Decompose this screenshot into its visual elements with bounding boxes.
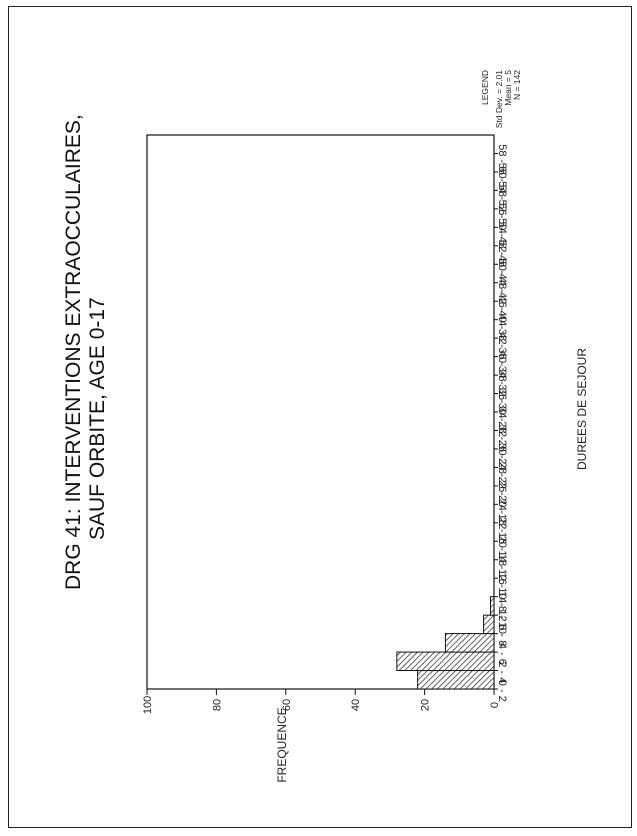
category-tick-label: 34 - 36 [496, 366, 508, 400]
category-tick-label: 26 - 28 [496, 440, 508, 474]
x-axis-label: DUREES DE SEJOUR [575, 348, 589, 470]
category-tick-label: 56 - 58 [496, 163, 508, 197]
y-axis-label: FREQUENCE [275, 707, 289, 782]
category-tick-label: 30 - 32 [496, 403, 508, 437]
legend-n: N = 142 [512, 70, 522, 100]
bar-6-8 [483, 614, 495, 635]
value-tick-label: 80 [211, 699, 223, 711]
category-tick-label: 52 - 54 [496, 200, 508, 234]
bar-2-4 [396, 651, 495, 672]
value-tick-label: 0 [489, 702, 501, 708]
plot-area: 0 20 40 60 80 100 0 - 22 - 44 - 66 - 88 - 1010… [142, 134, 508, 714]
chart-title-line2: SAUF ORBITE, AGE 0-17 [86, 297, 109, 540]
category-tick-label: 12 - 14 [496, 569, 508, 603]
chart-title-line1: DRG 41: INTERVENTIONS EXTRAOCCULAIRES, [62, 114, 85, 590]
category-tick-label: 48 - 50 [496, 237, 508, 271]
category-tick-label: 22 - 24 [496, 477, 508, 511]
category-tick-label: 6 - 8 [496, 624, 508, 646]
category-tick-label: 58 - 60 [496, 144, 508, 178]
category-tick-label: 10 - 12 [496, 587, 508, 621]
category-tick-label: 46 - 48 [496, 255, 508, 289]
category-tick-label: 4 - 6 [496, 643, 508, 665]
chart-frame [8, 6, 632, 828]
category-tick-label: 16 - 18 [496, 532, 508, 566]
category-tick-label: 18 - 20 [496, 514, 508, 548]
bar-8-10 [490, 596, 495, 616]
value-tick-label: 40 [350, 699, 362, 711]
category-tick-label: 2 - 4 [496, 661, 508, 683]
category-tick-label: 14 - 16 [496, 551, 508, 585]
category-tick-label: 8 - 10 [496, 606, 508, 634]
bar-4-6 [444, 633, 495, 653]
chart-legend: LEGEND Std Dev. = 2.01 Mean = 5 N = 142 [480, 70, 522, 128]
category-tick-label: 44 - 46 [496, 274, 508, 308]
category-tick-label: 50 - 52 [496, 218, 508, 252]
value-tick-label: 60 [281, 699, 293, 711]
value-tick-label: 20 [420, 699, 432, 711]
category-tick-label: 20 - 22 [496, 495, 508, 529]
category-tick-label: 40 - 42 [496, 310, 508, 344]
bar-0-2 [417, 670, 495, 690]
category-tick-label: 0 - 2 [496, 680, 508, 702]
category-tick-label: 28 - 30 [496, 421, 508, 455]
plot-frame [146, 134, 495, 690]
category-tick-label: 24 - 26 [496, 458, 508, 492]
legend-mean: Mean = 5 [503, 70, 513, 106]
category-tick-label: 54 - 56 [496, 181, 508, 215]
legend-title: LEGEND [480, 70, 490, 105]
category-tick-label: 38 - 40 [496, 329, 508, 363]
value-tick-label: 100 [142, 696, 154, 714]
category-tick-label: 32 - 34 [496, 384, 508, 418]
category-tick-label: 42 - 44 [496, 292, 508, 326]
legend-std-dev: Std Dev. = 2.01 [494, 70, 504, 128]
category-tick-label: 36 - 38 [496, 347, 508, 381]
